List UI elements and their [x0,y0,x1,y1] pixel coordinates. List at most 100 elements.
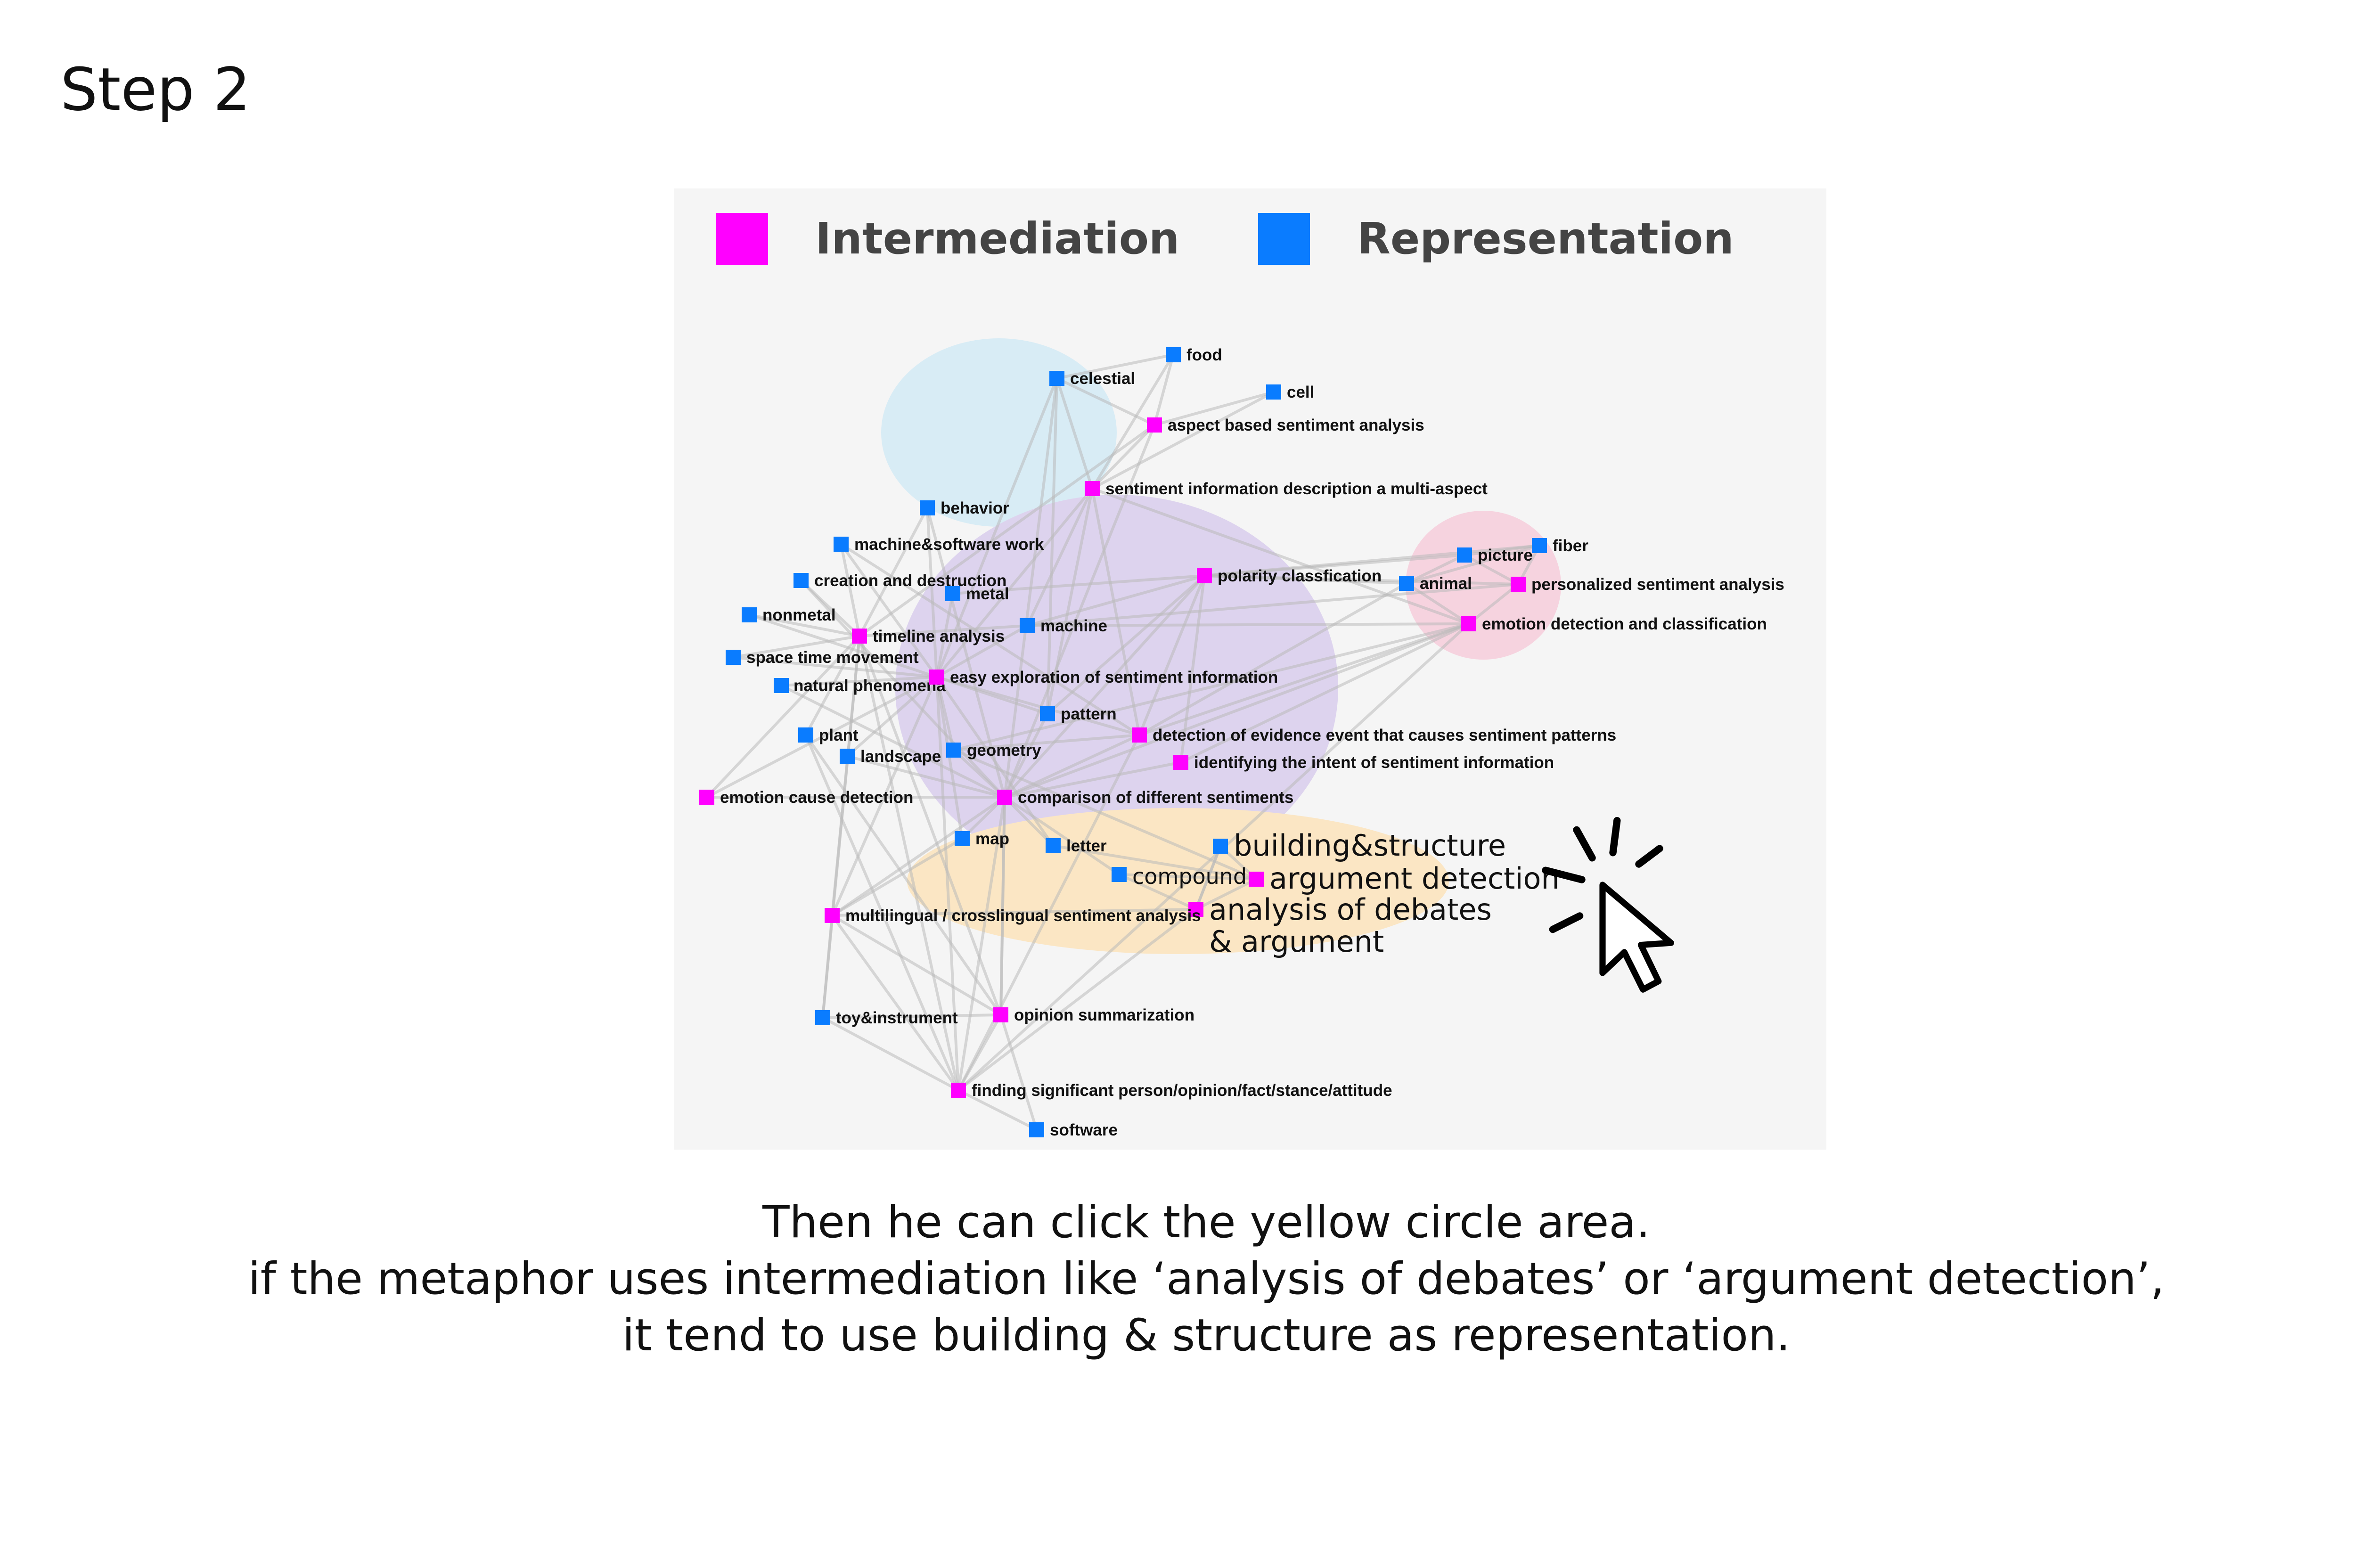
node-label-deecsp[interactable]: detection of evidence event that causes … [1153,726,1616,744]
node-marker-fiber[interactable] [1532,538,1547,553]
edge-nonmetal-easy [749,613,937,678]
node-marker-stm[interactable] [726,650,741,665]
node-marker-map[interactable] [955,831,970,846]
node-marker-cds[interactable] [997,790,1012,805]
node-marker-letter[interactable] [1046,838,1061,853]
node-label-fiber[interactable]: fiber [1553,537,1588,555]
network-figure: celestial food cell aspect based sentiment … [674,188,1826,1150]
node-label-plant[interactable]: plant [819,726,859,744]
node-marker-ecd[interactable] [699,790,714,805]
edge-polarity-fiber [1204,544,1540,577]
node-marker-compound[interactable] [1112,867,1127,882]
node-marker-edc[interactable] [1461,616,1476,631]
node-label-metal[interactable]: metal [966,585,1009,603]
node-marker-aoda[interactable] [1188,902,1203,917]
node-label-absa[interactable]: aspect based sentiment analysis [1168,416,1424,434]
edge-metal-polarity [952,574,1205,595]
node-marker-geometry[interactable] [946,743,961,758]
node-marker-msw[interactable] [834,537,849,552]
node-marker-deecsp[interactable] [1132,727,1147,743]
node-label-map[interactable]: map [975,830,1009,848]
node-marker-absa[interactable] [1147,417,1162,433]
edge-map-mcsa [831,837,963,917]
edge-behavior-easy [926,507,938,678]
node-marker-food[interactable] [1166,347,1181,362]
edge-picture-animal [1406,554,1465,585]
node-label-landscape[interactable]: landscape [860,747,941,766]
node-marker-natural[interactable] [774,678,789,693]
node-marker-software[interactable] [1029,1122,1044,1137]
node-label-animal[interactable]: animal [1420,574,1472,593]
node-marker-landscape[interactable] [840,749,855,764]
node-label-pattern[interactable]: pattern [1061,705,1117,723]
edge-compound-cds [1004,796,1120,876]
node-marker-ad[interactable] [1249,872,1264,887]
node-label-nonmetal[interactable]: nonmetal [762,606,836,624]
node-label-aoda-line-2[interactable]: & argument [1209,924,1384,959]
node-label-geometry[interactable]: geometry [967,741,1041,760]
node-label-cad[interactable]: creation and destruction [814,572,1006,590]
node-label-machine[interactable]: machine [1040,617,1107,635]
node-label-behavior[interactable]: behavior [941,499,1009,517]
node-label-iisi[interactable]: identifying the intent of sentiment info… [1194,753,1554,772]
node-label-bs[interactable]: building&structure [1234,828,1506,863]
cluster-yellow[interactable] [907,808,1449,954]
edge-cds-mcsa [831,796,1006,917]
node-label-os[interactable]: opinion summarization [1014,1006,1194,1024]
node-label-psa[interactable]: personalized sentiment analysis [1531,575,1784,594]
node-label-fsp[interactable]: finding significant person/opinion/fact/… [972,1081,1392,1100]
node-marker-animal[interactable] [1399,576,1414,591]
edge-toy-timeline [821,636,861,1018]
node-label-msw[interactable]: machine&software work [854,535,1044,554]
node-marker-polarity[interactable] [1197,568,1212,583]
node-marker-iisi[interactable] [1173,755,1188,770]
edge-absa-timeline [859,424,1155,637]
node-label-toy[interactable]: toy&instrument [836,1009,958,1027]
edge-msw-easy [840,543,938,678]
node-marker-fsp[interactable] [951,1083,966,1098]
node-label-compound[interactable]: compound [1132,864,1247,889]
node-marker-sidma[interactable] [1085,481,1100,496]
node-marker-bs[interactable] [1213,839,1228,854]
node-label-sidma[interactable]: sentiment information description a mult… [1105,480,1488,498]
node-marker-metal[interactable] [945,586,960,601]
node-label-easy[interactable]: easy exploration of sentiment informatio… [950,668,1278,686]
node-label-cell[interactable]: cell [1287,383,1314,401]
node-marker-plant[interactable] [798,727,813,743]
node-marker-celestial[interactable] [1049,371,1064,386]
node-label-picture[interactable]: picture [1478,546,1533,564]
node-label-stm[interactable]: space time movement [746,648,919,667]
node-marker-behavior[interactable] [920,500,935,515]
node-label-cds[interactable]: comparison of different sentiments [1018,788,1293,807]
node-label-ecd[interactable]: emotion cause detection [720,788,913,807]
node-marker-os[interactable] [993,1007,1008,1022]
node-marker-picture[interactable] [1457,547,1472,563]
node-marker-easy[interactable] [929,670,944,685]
node-label-celestial[interactable]: celestial [1070,369,1135,388]
node-marker-mcsa[interactable] [825,908,840,923]
edge-os-cds [999,797,1006,1015]
node-marker-toy[interactable] [815,1010,830,1025]
node-label-food[interactable]: food [1186,346,1222,364]
node-label-letter[interactable]: letter [1066,837,1107,855]
node-marker-nonmetal[interactable] [742,607,757,622]
node-marker-machine[interactable] [1020,618,1035,633]
edge-polarity-psa [1204,574,1519,586]
node-label-software[interactable]: software [1050,1121,1118,1139]
node-marker-timeline[interactable] [852,629,867,644]
edge-timeline-stm [733,635,860,659]
edges [705,353,1541,1131]
edge-timeline-os [858,635,1002,1016]
node-label-timeline[interactable]: timeline analysis [873,627,1005,645]
node-label-natural[interactable]: natural phenomena [794,677,946,695]
node-marker-pattern[interactable] [1040,706,1055,721]
node-label-mcsa[interactable]: multilingual / crosslingual sentiment an… [845,906,1201,925]
node-label-ad[interactable]: argument detection [1269,861,1560,896]
node-label-polarity[interactable]: polarity classfication [1218,567,1382,585]
node-marker-cad[interactable] [794,573,809,588]
node-marker-psa[interactable] [1511,577,1526,592]
node-label-edc[interactable]: emotion detection and classification [1482,615,1767,633]
node-marker-cell[interactable] [1266,384,1281,400]
node-label-aoda-line-1[interactable]: analysis of debates [1209,892,1492,927]
edge-toy-os [822,1013,1001,1019]
